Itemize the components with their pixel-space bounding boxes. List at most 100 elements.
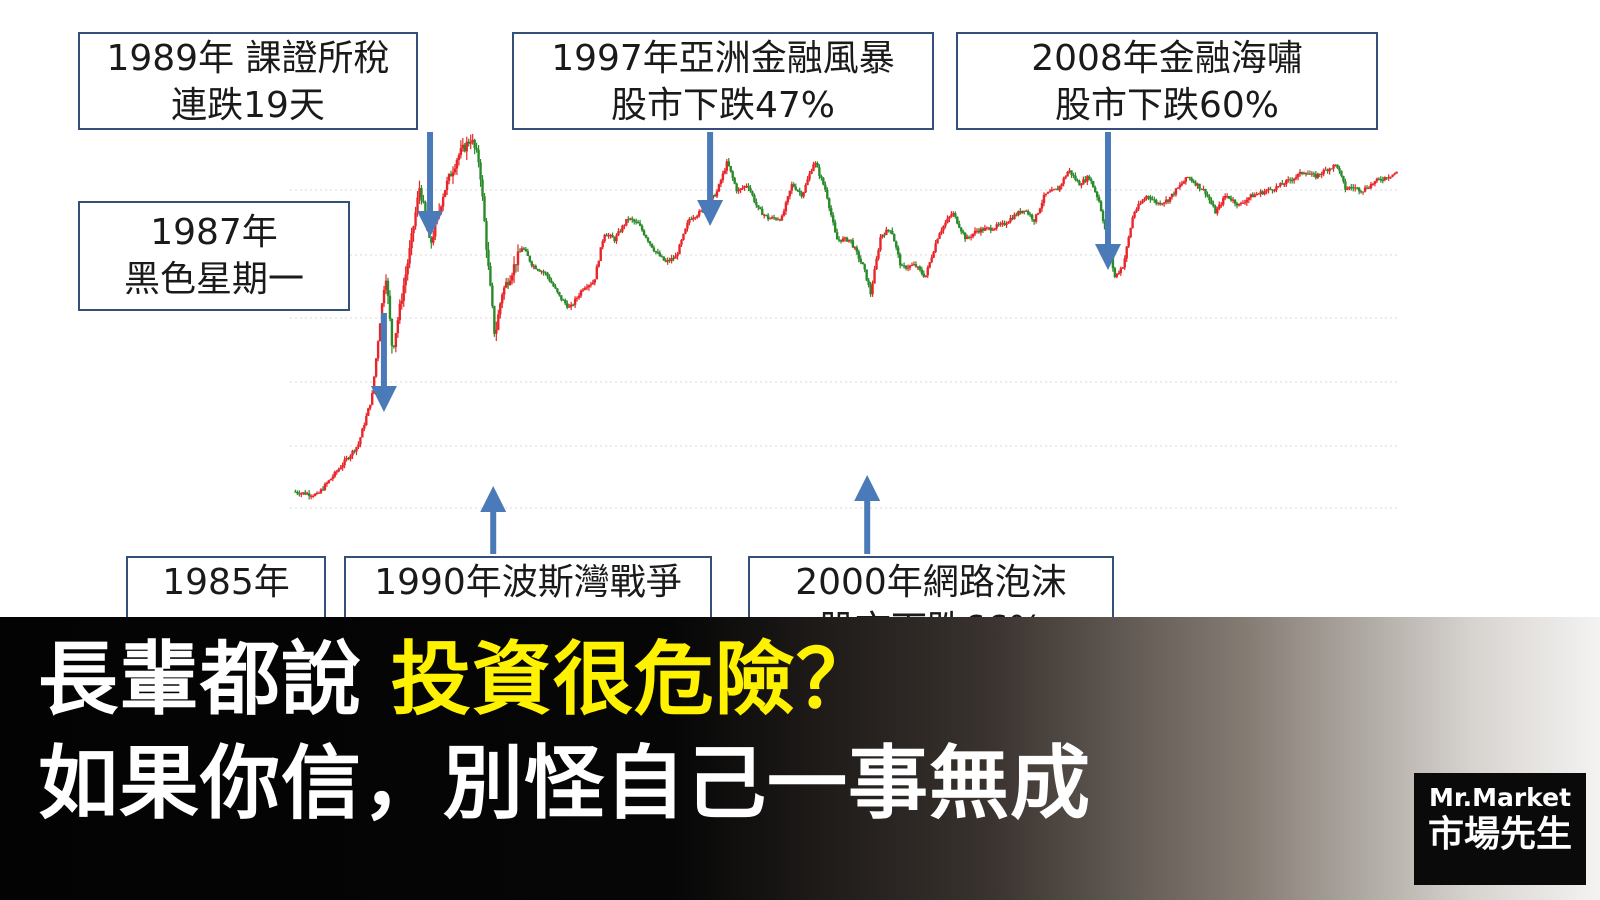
candle xyxy=(788,190,792,200)
candle xyxy=(422,194,425,204)
candle xyxy=(755,198,758,208)
candle xyxy=(843,236,847,242)
candle xyxy=(969,234,973,241)
candle xyxy=(371,390,374,406)
candle xyxy=(960,227,963,235)
candle xyxy=(761,206,764,216)
candle xyxy=(1330,168,1333,170)
candle xyxy=(455,157,459,176)
candle xyxy=(347,456,350,461)
candle xyxy=(1066,170,1069,177)
candle xyxy=(398,299,401,324)
candle xyxy=(451,166,455,184)
candle xyxy=(359,436,362,448)
candle xyxy=(954,211,957,219)
candle xyxy=(1133,210,1136,219)
candle xyxy=(940,227,943,236)
candle xyxy=(766,213,770,222)
candle xyxy=(1141,199,1144,204)
candle xyxy=(619,228,622,233)
candle xyxy=(522,246,526,251)
candle xyxy=(1243,199,1247,205)
candle xyxy=(869,281,872,297)
candle xyxy=(333,470,336,479)
candle xyxy=(820,174,823,181)
candle xyxy=(526,248,530,257)
candle xyxy=(339,465,342,470)
candle xyxy=(634,218,638,225)
candle xyxy=(410,227,413,256)
candle xyxy=(694,216,697,221)
candle xyxy=(662,256,665,261)
candle xyxy=(311,494,315,498)
candle xyxy=(1192,179,1195,184)
callout-2008-line2: 股市下跌60% xyxy=(1054,85,1280,126)
candle xyxy=(597,260,600,268)
candle xyxy=(1389,176,1392,179)
candle xyxy=(1044,193,1048,197)
candle xyxy=(475,142,478,153)
candle xyxy=(727,158,730,167)
candle xyxy=(394,332,398,353)
candle xyxy=(300,492,303,498)
candle xyxy=(579,289,583,298)
candle xyxy=(361,427,364,438)
candle xyxy=(780,214,784,222)
candle xyxy=(1052,188,1056,191)
candle xyxy=(802,191,805,199)
candle xyxy=(603,233,606,243)
candle xyxy=(544,271,547,276)
candle xyxy=(534,264,537,270)
candle xyxy=(609,233,612,239)
candle xyxy=(1391,174,1394,178)
candle xyxy=(1076,178,1079,183)
candle xyxy=(615,233,618,244)
candle xyxy=(601,239,604,250)
candle xyxy=(1204,188,1207,198)
candle xyxy=(1119,266,1122,276)
headline-line1-prefix: 長輩都說 xyxy=(38,633,391,726)
candle xyxy=(508,275,512,286)
candle xyxy=(1304,172,1308,177)
candle xyxy=(1149,194,1152,203)
candle xyxy=(765,214,768,217)
candle xyxy=(1354,184,1357,192)
candle xyxy=(987,226,991,231)
candle xyxy=(1328,167,1331,175)
candle xyxy=(896,245,900,258)
candle xyxy=(1088,174,1091,181)
candle xyxy=(1158,200,1162,206)
candle xyxy=(1019,208,1022,215)
candle xyxy=(1385,176,1388,180)
candle xyxy=(772,214,776,221)
candle xyxy=(1166,199,1170,205)
candle xyxy=(530,260,533,268)
candle xyxy=(369,404,372,411)
candle xyxy=(1086,174,1089,186)
candle xyxy=(997,222,1000,227)
candle xyxy=(595,264,598,280)
candle xyxy=(625,219,628,227)
candle xyxy=(587,284,591,291)
candle xyxy=(1056,185,1059,191)
candle xyxy=(729,165,732,173)
candle xyxy=(794,183,797,191)
candle xyxy=(357,441,360,450)
candle xyxy=(536,268,539,272)
candle xyxy=(323,482,327,491)
candle xyxy=(1184,177,1188,185)
candle xyxy=(1015,212,1018,217)
candle xyxy=(449,170,453,177)
candle xyxy=(315,491,319,495)
candle xyxy=(666,257,669,265)
candle xyxy=(477,145,480,168)
candle xyxy=(1287,176,1290,183)
candle xyxy=(418,180,421,204)
candle xyxy=(1054,188,1057,190)
candle xyxy=(1251,192,1254,198)
candle xyxy=(891,227,894,235)
candle xyxy=(650,243,654,249)
candle xyxy=(365,412,368,426)
callout-1985-line1: 1985年 xyxy=(162,562,290,603)
candle xyxy=(402,277,405,307)
